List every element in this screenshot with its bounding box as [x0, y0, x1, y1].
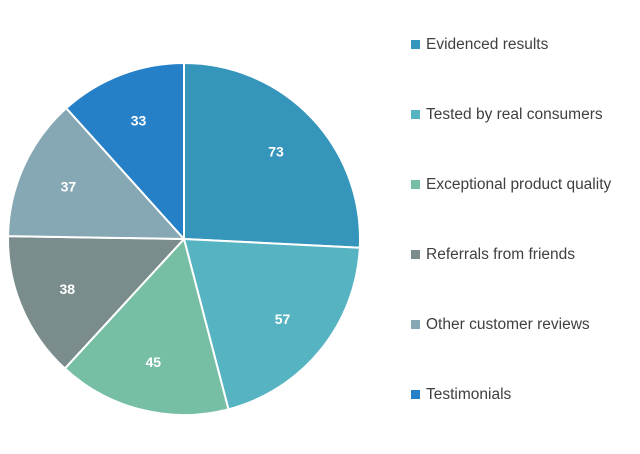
legend-item-evidenced-results: Evidenced results [411, 34, 640, 104]
legend-label: Tested by real consumers [426, 106, 603, 123]
data-label-evidenced-results: 73 [268, 143, 284, 159]
legend-item-testimonials: Testimonials [411, 384, 640, 454]
legend-label: Testimonials [426, 386, 512, 403]
legend-swatch [411, 320, 420, 329]
pie-slice-referrals-from-friends [7, 235, 185, 370]
pie-slice-other-customer-reviews [7, 107, 185, 240]
legend-label: Other customer reviews [426, 316, 590, 333]
legend-swatch [411, 40, 420, 49]
legend-item-exceptional-product-quality: Exceptional product quality [411, 174, 640, 244]
data-label-referrals-from-friends: 38 [59, 281, 75, 297]
pie-slice-testimonials [65, 62, 185, 240]
pie-slice-evidenced-results [183, 62, 361, 249]
legend-label: Referrals from friends [426, 246, 576, 263]
data-label-exceptional-product-quality: 45 [146, 354, 162, 370]
legend-swatch [411, 180, 420, 189]
legend-item-other-customer-reviews: Other customer reviews [411, 314, 640, 384]
pie-slice-tested-by-real-consumers [183, 238, 361, 411]
data-label-testimonials: 33 [131, 112, 147, 128]
pie-data-labels: 73 57 45 38 37 33 [59, 112, 290, 370]
chart-legend: Evidenced results Tested by real consumer… [411, 34, 640, 454]
legend-swatch [411, 110, 420, 119]
legend-swatch [411, 390, 420, 399]
data-label-tested-by-real-consumers: 57 [275, 311, 291, 327]
legend-label: Evidenced results [426, 36, 549, 53]
legend-item-referrals-from-friends: Referrals from friends [411, 244, 640, 314]
legend-label: Exceptional product quality [426, 176, 612, 193]
data-label-other-customer-reviews: 37 [61, 178, 77, 194]
pie-chart: 73 57 45 38 37 33 [7, 62, 361, 416]
legend-swatch [411, 250, 420, 259]
legend-item-tested-by-real-consumers: Tested by real consumers [411, 104, 640, 174]
pie-slice-exceptional-product-quality [63, 238, 230, 416]
pie-slices [7, 62, 361, 416]
